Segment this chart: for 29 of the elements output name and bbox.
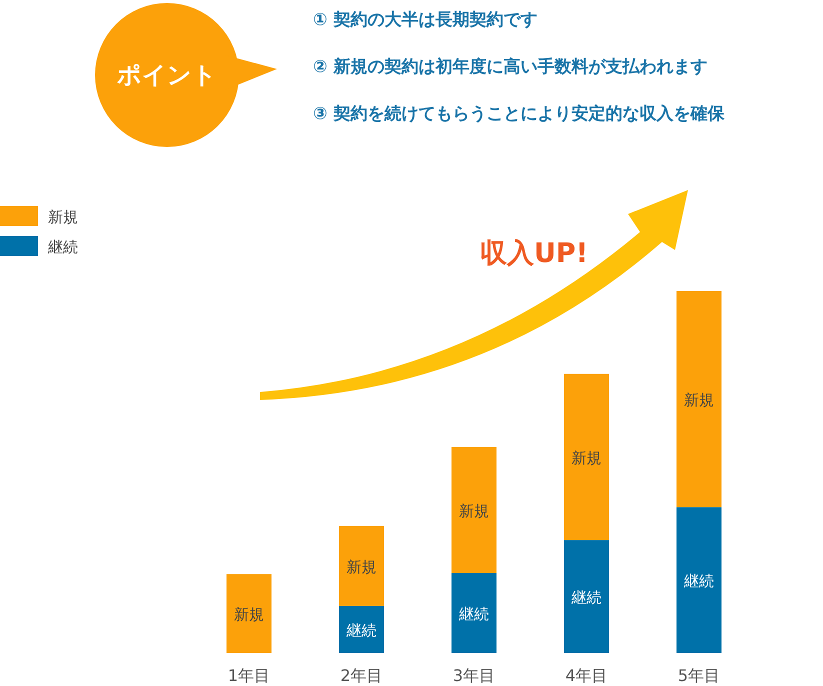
text: ポイント [116,61,217,89]
bar [452,573,496,653]
text: 継続 [459,605,489,623]
bar [676,291,722,508]
text: ② 新規の契約は初年度に高い手数料が支払われます [313,57,708,77]
bar [339,526,384,606]
x-tick-label: 2年目 [340,666,383,685]
bar [564,540,609,653]
bar [564,374,609,540]
text: 継続 [572,588,602,607]
text: 新規 [459,502,489,520]
text: ① 契約の大半は長期契約です [313,10,538,30]
bar [226,574,272,653]
text: 新規 [346,558,376,576]
bar [452,447,496,573]
text: 新規 [234,606,264,624]
text: 継続 [684,572,714,590]
x-tick-label: 5年目 [678,666,720,685]
text: 継続 [346,621,376,640]
text: 収入UP! [480,238,588,269]
x-tick-label: 3年目 [452,666,496,685]
legend-label: 新規 [48,208,78,226]
text: 新規 [684,391,714,410]
bar [676,507,722,653]
legend-label: 継続 [47,238,78,256]
x-tick-label: 4年目 [565,666,608,685]
text: 新規 [572,448,602,467]
text: ③ 契約を続けてもらうことにより安定的な収入を確保 [313,104,726,124]
x-tick-label: 1年目 [228,666,270,685]
